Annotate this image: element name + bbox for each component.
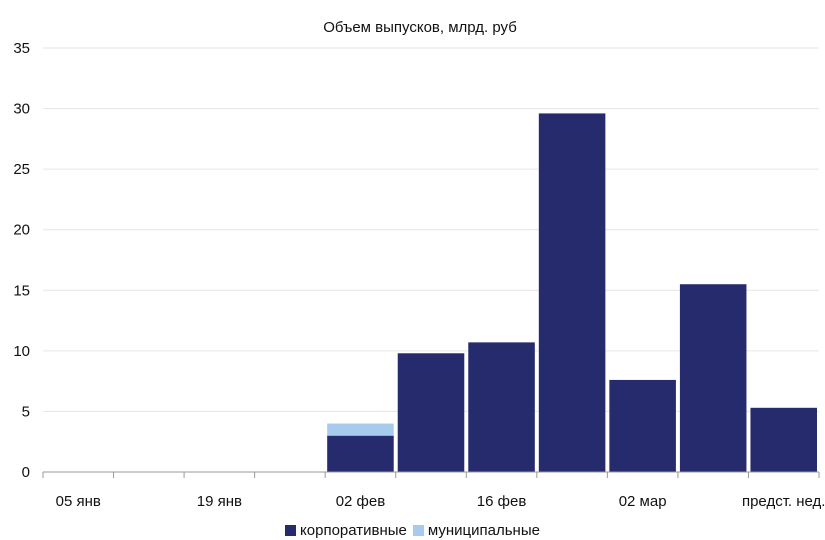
y-tick-label: 0	[22, 464, 30, 481]
x-axis: 05 янв 19 янв 02 фев 16 фев 02 мар предст. не…	[42, 471, 825, 510]
legend: корпоративные муниципальные	[0, 520, 825, 540]
x-tick-label: 19 янв	[197, 493, 242, 510]
y-tick-label: 10	[13, 343, 30, 360]
legend-label-municipal: муниципальные	[427, 521, 540, 539]
legend-label-corporate: корпоративные	[300, 521, 407, 539]
x-tick-label: 02 мар	[619, 493, 667, 510]
legend-item-municipal: муниципальные	[412, 521, 540, 539]
chart-title: Объем выпусков, млрд. руб	[323, 19, 517, 36]
y-tick-label: 20	[13, 222, 30, 239]
y-tick-label: 30	[13, 101, 30, 118]
bar-corporate	[750, 407, 817, 472]
bar-corporate	[397, 353, 465, 472]
bar-municipal	[327, 423, 394, 436]
legend-swatch-corporate	[285, 524, 297, 536]
x-tick-label: предст. нед.	[742, 493, 825, 510]
gridlines	[43, 47, 819, 412]
legend-swatch-municipal	[412, 524, 424, 536]
bar-corporate	[538, 113, 606, 472]
bar-corporate	[468, 342, 535, 472]
bars	[327, 113, 817, 472]
y-tick-label: 25	[13, 161, 30, 178]
bar-corporate	[679, 284, 747, 472]
y-tick-label: 35	[13, 40, 30, 57]
legend-item-corporate: корпоративные	[285, 522, 407, 539]
x-tick-label: 02 фев	[336, 493, 386, 510]
y-tick-label: 5	[22, 403, 30, 420]
y-tick-label: 15	[13, 282, 30, 299]
bar-corporate	[609, 379, 676, 472]
x-tick-label: 05 янв	[56, 493, 101, 510]
y-axis-ticks: 0 5 10 15 20 25 30 35	[13, 40, 30, 481]
bar-corporate	[327, 435, 394, 472]
x-tick-label: 16 фев	[477, 493, 527, 510]
